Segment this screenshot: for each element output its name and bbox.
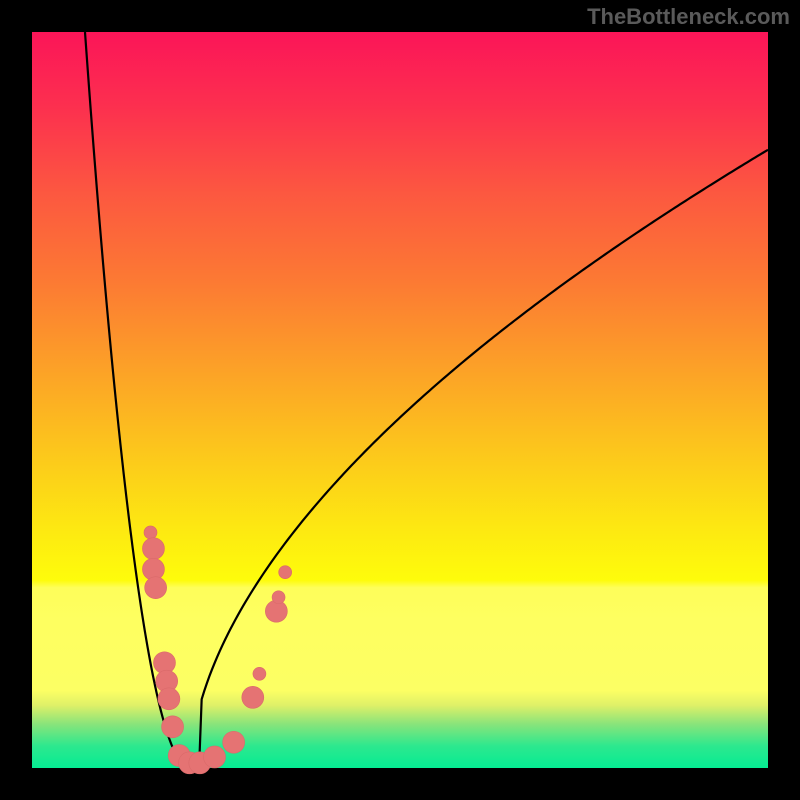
- chart-svg: [0, 0, 800, 800]
- marker-point: [158, 688, 180, 710]
- marker-point: [279, 566, 292, 579]
- marker-point: [242, 686, 264, 708]
- marker-point: [204, 746, 226, 768]
- marker-point: [272, 591, 285, 604]
- marker-point: [144, 526, 157, 539]
- watermark-text: TheBottleneck.com: [587, 4, 790, 30]
- plot-background: [32, 32, 768, 768]
- chart-container: TheBottleneck.com: [0, 0, 800, 800]
- marker-point: [253, 667, 266, 680]
- marker-point: [145, 577, 167, 599]
- marker-point: [223, 731, 245, 753]
- marker-point: [162, 716, 184, 738]
- marker-point: [142, 538, 164, 560]
